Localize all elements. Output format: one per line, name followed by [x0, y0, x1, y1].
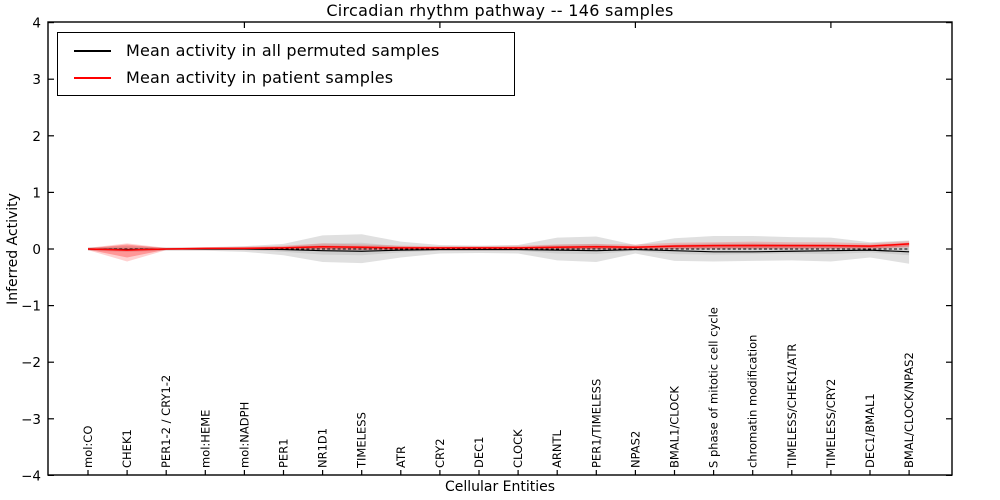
- x-tick-label: mol:CO: [81, 426, 95, 468]
- x-tick-label: TIMELESS/CHEK1/ATR: [785, 344, 799, 469]
- x-tick-label: NR1D1: [316, 428, 330, 468]
- x-tick-label: CHEK1: [120, 429, 134, 468]
- y-tick-label: 1: [32, 185, 41, 201]
- x-tick-label: mol:NADPH: [237, 402, 251, 468]
- y-tick-label: 3: [32, 72, 41, 88]
- x-tick-label: CLOCK: [511, 429, 525, 468]
- y-tick-label: −2: [21, 355, 41, 371]
- y-axis-label: Inferred Activity: [5, 193, 21, 305]
- x-tick-label: DEC1/BMAL1: [863, 393, 877, 468]
- x-tick-label: ARNTL: [550, 430, 564, 468]
- legend-label: Mean activity in all permuted samples: [126, 41, 440, 60]
- x-tick-label: CRY2: [433, 438, 447, 468]
- legend-line-sample-red: [74, 76, 111, 79]
- y-tick-label: −1: [21, 299, 41, 315]
- y-tick-label: 0: [32, 242, 41, 258]
- x-tick-label: BMAL/CLOCK/NPAS2: [902, 352, 916, 468]
- legend-item-permuted: Mean activity in all permuted samples: [58, 41, 514, 60]
- legend: Mean activity in all permuted samples Me…: [57, 32, 515, 96]
- y-tick-label: −3: [21, 412, 41, 428]
- x-tick-label: DEC1: [472, 437, 486, 468]
- y-tick-label: 4: [32, 16, 41, 32]
- x-tick-label: mol:HEME: [198, 410, 212, 468]
- x-tick-label: NPAS2: [628, 431, 642, 468]
- x-tick-label: PER1-2 / CRY1-2: [159, 375, 173, 468]
- legend-line-sample-black: [74, 49, 111, 52]
- x-tick-label: ATR: [394, 446, 408, 468]
- x-tick-label: BMAL1/CLOCK: [668, 386, 682, 468]
- chart-title: Circadian rhythm pathway -- 146 samples: [326, 1, 674, 20]
- legend-item-patient: Mean activity in patient samples: [58, 68, 514, 87]
- x-tick-label: chromatin modification: [746, 335, 760, 468]
- x-tick-label: S phase of mitotic cell cycle: [707, 307, 721, 468]
- y-tick-label: −4: [21, 468, 41, 484]
- x-axis-label: Cellular Entities: [444, 479, 556, 495]
- x-tick-label: TIMELESS/CRY2: [824, 379, 838, 469]
- x-tick-label: PER1/TIMELESS: [589, 379, 603, 468]
- x-tick-label: PER1: [277, 438, 291, 468]
- y-tick-label: 2: [32, 129, 41, 145]
- x-tick-label: TIMELESS: [355, 412, 369, 469]
- series-mean-patient: [87, 243, 910, 251]
- legend-label: Mean activity in patient samples: [126, 68, 394, 87]
